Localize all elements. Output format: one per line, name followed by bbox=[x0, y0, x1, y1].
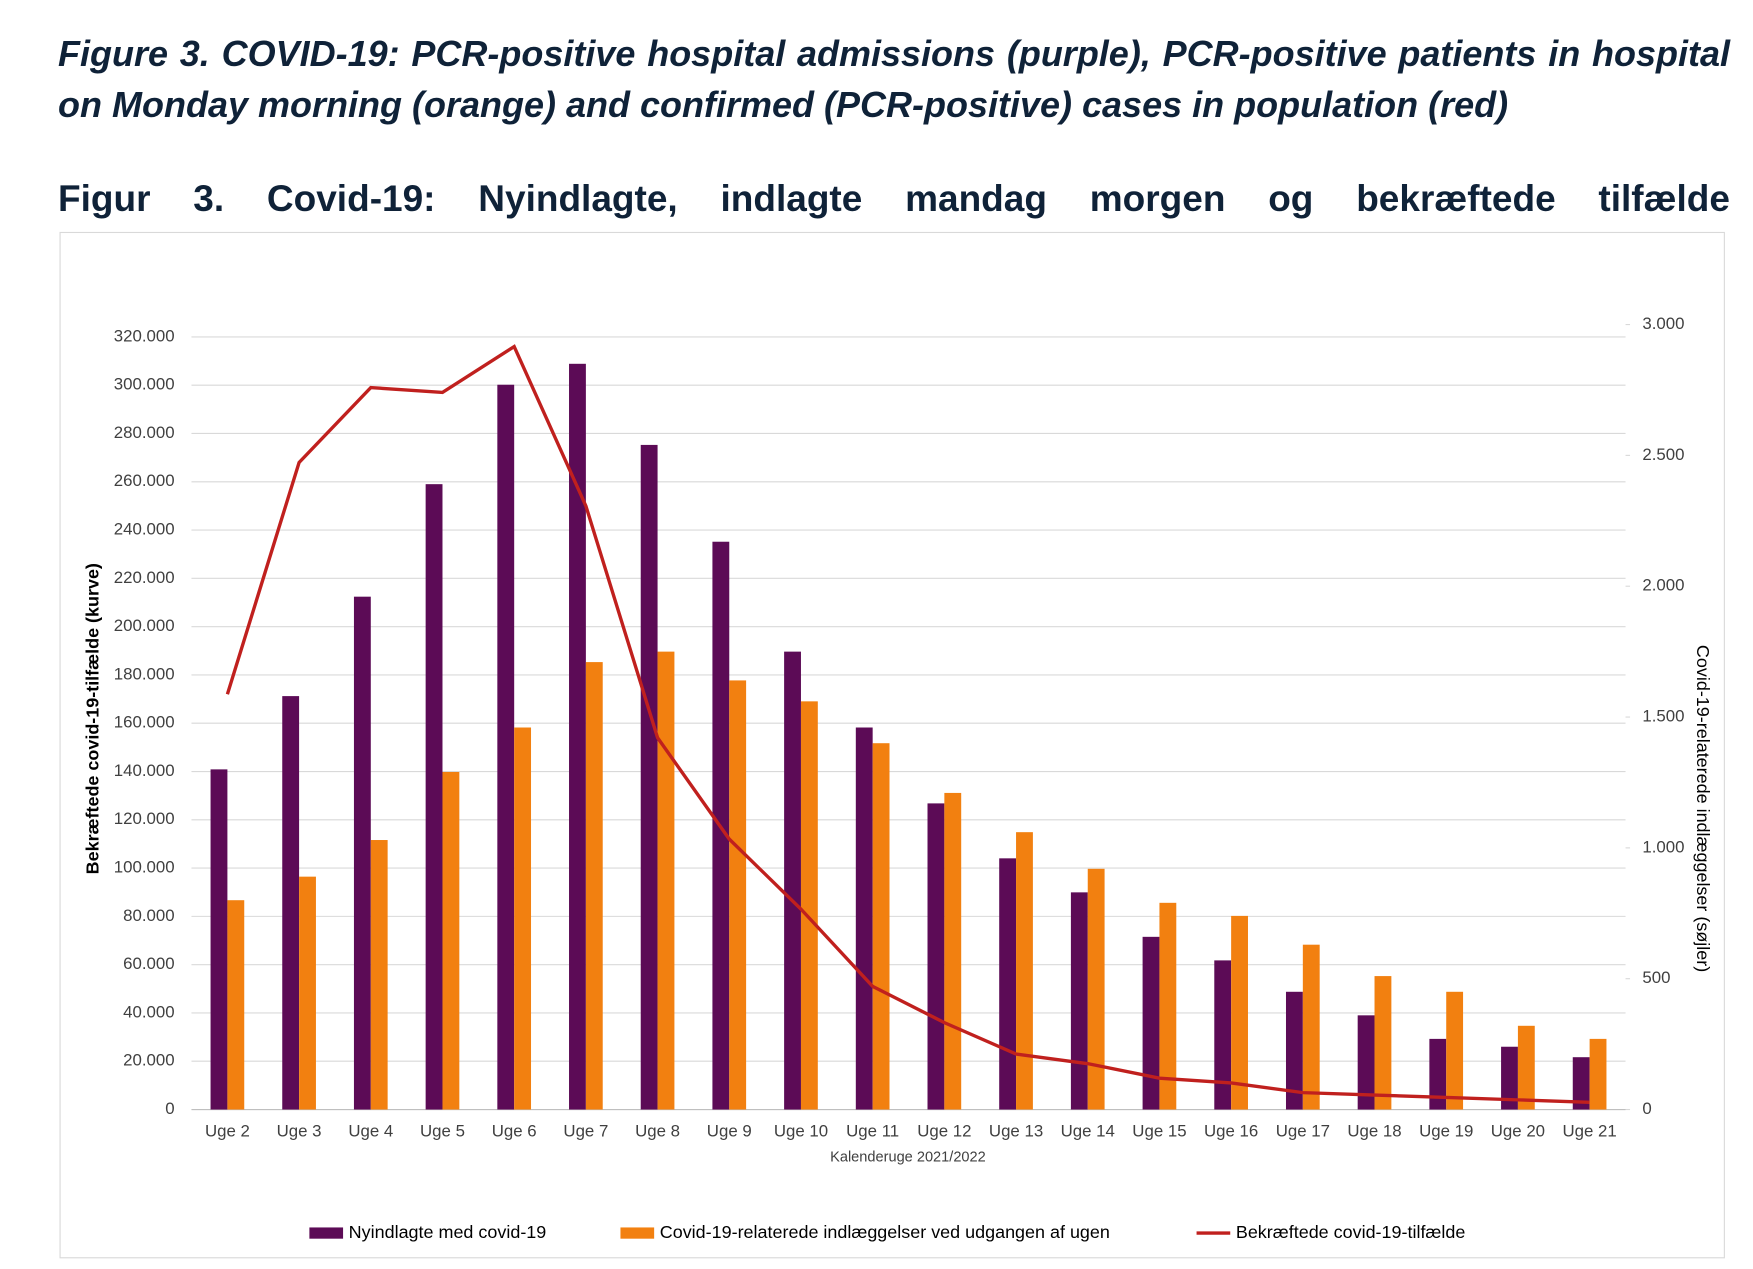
y2-tick-label: 2.500 bbox=[1642, 445, 1684, 464]
x-tick-label: Uge 10 bbox=[774, 1121, 828, 1140]
bar bbox=[1572, 1057, 1590, 1110]
x-tick-label: Uge 18 bbox=[1347, 1121, 1401, 1140]
x-tick-label: Uge 7 bbox=[563, 1121, 608, 1140]
y2-tick-label: 1.500 bbox=[1642, 706, 1684, 725]
x-tick-label: Uge 8 bbox=[635, 1121, 680, 1140]
bar bbox=[299, 876, 316, 1110]
subtitle: Figur 3. Covid-19: Nyindlagte, indlagte … bbox=[58, 178, 1730, 219]
bar bbox=[514, 727, 532, 1110]
bar bbox=[569, 363, 586, 1110]
legend-label: Bekræftede covid-19-tilfælde bbox=[1236, 1222, 1466, 1242]
y-tick-label: 0 bbox=[165, 1099, 174, 1118]
x-tick-label: Uge 14 bbox=[1061, 1121, 1115, 1140]
bar bbox=[657, 651, 675, 1110]
bar bbox=[1214, 960, 1232, 1110]
bar bbox=[1429, 1038, 1447, 1110]
y-tick-label: 200.000 bbox=[114, 616, 175, 635]
bar bbox=[944, 792, 962, 1110]
bar bbox=[442, 771, 460, 1110]
x-tick-label: Uge 13 bbox=[989, 1121, 1043, 1140]
x-tick-label: Uge 2 bbox=[205, 1121, 250, 1140]
bar bbox=[370, 840, 388, 1110]
bar bbox=[1517, 1025, 1535, 1110]
bar bbox=[784, 651, 801, 1110]
bar bbox=[227, 900, 245, 1110]
bar bbox=[855, 727, 873, 1110]
legend-swatch bbox=[620, 1227, 655, 1239]
bar bbox=[729, 680, 747, 1110]
bar bbox=[425, 484, 443, 1110]
line bbox=[225, 344, 1590, 1104]
y-tick-label: 60.000 bbox=[123, 954, 174, 973]
bar bbox=[1016, 832, 1033, 1110]
bar bbox=[1070, 892, 1088, 1110]
bar bbox=[800, 701, 818, 1110]
y-tick-label: 180.000 bbox=[114, 664, 175, 683]
bar bbox=[640, 444, 658, 1110]
bar bbox=[1302, 944, 1320, 1110]
bar bbox=[1285, 991, 1303, 1110]
bar bbox=[585, 662, 603, 1110]
y-tick-label: 40.000 bbox=[123, 1002, 174, 1021]
bar bbox=[282, 696, 300, 1110]
x-tick-label: Uge 16 bbox=[1204, 1121, 1258, 1140]
bar bbox=[1446, 991, 1464, 1110]
bar bbox=[927, 803, 945, 1110]
y-tick-label: 160.000 bbox=[114, 713, 175, 732]
legend-label: Covid-19-relaterede indlæggelser ved udg… bbox=[660, 1222, 1110, 1242]
y-tick-label: 240.000 bbox=[114, 520, 175, 539]
bar bbox=[872, 743, 890, 1110]
bar bbox=[1501, 1046, 1518, 1110]
x-tick-label: Uge 19 bbox=[1419, 1121, 1473, 1140]
y-tick-label: 320.000 bbox=[114, 326, 175, 345]
x-axis-title: Kalenderuge 2021/2022 bbox=[830, 1150, 986, 1166]
bar bbox=[210, 769, 228, 1110]
y-tick-label: 140.000 bbox=[114, 761, 175, 780]
y2-tick-label: 2.000 bbox=[1642, 576, 1684, 595]
y2-axis-title: Covid-19-relaterede indlæggelser (søjler… bbox=[1693, 645, 1713, 972]
y-tick-label: 80.000 bbox=[123, 906, 174, 925]
chart-border bbox=[59, 231, 1725, 1259]
x-tick-label: Uge 3 bbox=[277, 1121, 322, 1140]
title: Figure 3. COVID-19: PCR-positive hospita… bbox=[58, 33, 1730, 125]
x-tick-label: Uge 15 bbox=[1132, 1121, 1186, 1140]
x-tick-label: Uge 17 bbox=[1276, 1121, 1330, 1140]
y-tick-label: 280.000 bbox=[114, 423, 175, 442]
bar bbox=[497, 384, 515, 1110]
bar bbox=[1142, 936, 1160, 1110]
x-tick-label: Uge 20 bbox=[1491, 1121, 1545, 1140]
y-tick-label: 120.000 bbox=[114, 809, 175, 828]
y-tick-label: 260.000 bbox=[114, 471, 175, 490]
x-tick-label: Uge 11 bbox=[846, 1121, 899, 1140]
y2-tick-label: 3.000 bbox=[1642, 314, 1684, 333]
y-tick-label: 300.000 bbox=[114, 375, 175, 394]
y2-tick-label: 500 bbox=[1642, 968, 1670, 987]
bar bbox=[999, 858, 1017, 1110]
x-tick-label: Uge 4 bbox=[348, 1121, 393, 1140]
y-tick-label: 20.000 bbox=[123, 1051, 174, 1070]
y-axis-title: Bekræftede covid-19-tilfælde (kurve) bbox=[83, 563, 103, 874]
y-tick-label: 220.000 bbox=[114, 568, 175, 587]
bar bbox=[1374, 976, 1392, 1110]
y-tick-label: 100.000 bbox=[114, 858, 175, 877]
legend-label: Nyindlagte med covid-19 bbox=[349, 1222, 547, 1242]
x-tick-label: Uge 12 bbox=[917, 1121, 971, 1140]
y2-tick-label: 1.000 bbox=[1642, 837, 1684, 856]
x-tick-label: Uge 5 bbox=[420, 1121, 465, 1140]
legend-swatch bbox=[309, 1227, 344, 1239]
y2-tick-label: 0 bbox=[1642, 1099, 1651, 1118]
bar bbox=[1589, 1038, 1607, 1110]
x-tick-label: Uge 6 bbox=[492, 1121, 537, 1140]
bar bbox=[1159, 902, 1177, 1110]
x-tick-label: Uge 21 bbox=[1562, 1121, 1616, 1140]
bar bbox=[1231, 915, 1248, 1110]
bar bbox=[353, 596, 371, 1110]
x-tick-label: Uge 9 bbox=[707, 1121, 752, 1140]
bar bbox=[1087, 868, 1105, 1110]
bar bbox=[1357, 1015, 1375, 1110]
